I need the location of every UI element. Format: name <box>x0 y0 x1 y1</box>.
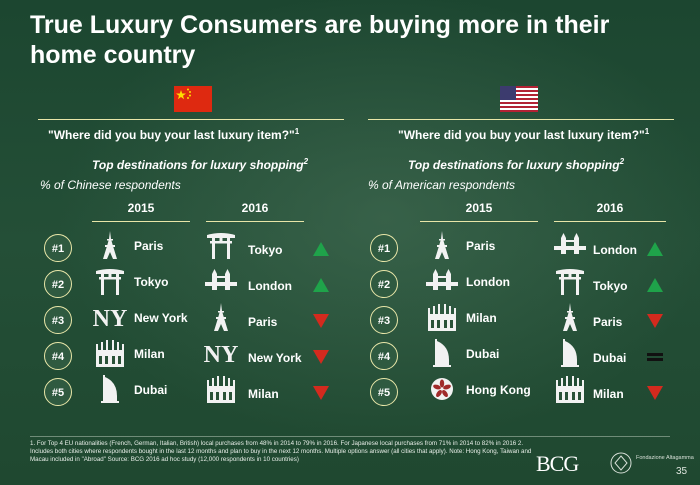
right-2015-city: Hong Kong <box>466 383 531 397</box>
left-year-2015: 2015 <box>127 201 155 215</box>
left-2015-city: Dubai <box>134 383 168 397</box>
hong-kong-flower-icon <box>425 374 459 404</box>
svg-text:NY: NY <box>204 342 238 368</box>
eiffel-tower-icon <box>553 302 587 332</box>
left-question: "Where did you buy your last luxury item… <box>48 127 300 142</box>
burj-al-arab-icon <box>425 338 459 368</box>
trend-up-icon <box>646 277 664 293</box>
eiffel-tower-icon <box>204 302 238 332</box>
trend-down-icon <box>646 313 664 329</box>
trend-equal-icon <box>646 349 664 365</box>
left-2016-city: London <box>248 279 292 293</box>
right-2016-city: London <box>593 243 637 257</box>
milan-cathedral-icon <box>553 374 587 404</box>
new-york-yankees-icon: NY <box>204 338 238 368</box>
page-number: 35 <box>676 466 688 477</box>
left-2015-city: Tokyo <box>134 275 169 289</box>
svg-text:NY: NY <box>93 306 127 332</box>
right-rank-badge: #5 <box>370 378 398 406</box>
trend-down-icon <box>312 349 330 365</box>
left-2016-city: Paris <box>248 315 278 329</box>
right-subtitle: Top destinations for luxury shopping2 <box>408 157 625 172</box>
altagamma-logo-icon <box>610 452 632 474</box>
tower-bridge-icon <box>204 266 238 296</box>
usa-flag-icon <box>500 86 538 112</box>
trend-up-icon <box>646 241 664 257</box>
left-year-2015-underline <box>92 221 190 222</box>
trend-down-icon <box>312 385 330 401</box>
right-respondents-label: % of American respondents <box>368 178 515 192</box>
eiffel-tower-icon <box>425 230 459 260</box>
left-2015-city: Paris <box>134 239 164 253</box>
right-question: "Where did you buy your last luxury item… <box>398 127 650 142</box>
burj-al-arab-icon <box>93 374 127 404</box>
milan-cathedral-icon <box>204 374 238 404</box>
left-rank-badge: #2 <box>44 270 72 298</box>
right-2015-city: London <box>466 275 510 289</box>
left-rank-badge: #3 <box>44 306 72 334</box>
left-year-2016: 2016 <box>241 201 269 215</box>
left-rank-badge: #5 <box>44 378 72 406</box>
new-york-yankees-icon: NY <box>93 302 127 332</box>
right-rank-badge: #1 <box>370 234 398 262</box>
china-flag-icon <box>174 86 212 112</box>
left-rank-badge: #1 <box>44 234 72 262</box>
footnote: 1. For Top 4 EU nationalities (French, G… <box>30 440 532 463</box>
right-year-2016: 2016 <box>596 201 624 215</box>
left-subtitle: Top destinations for luxury shopping2 <box>92 157 309 172</box>
torii-gate-icon <box>204 230 238 260</box>
right-2015-city: Dubai <box>466 347 500 361</box>
right-2015-city: Milan <box>466 311 497 325</box>
milan-cathedral-icon <box>93 338 127 368</box>
right-2016-city: Milan <box>593 387 624 401</box>
trend-up-icon <box>312 277 330 293</box>
left-2016-city: Milan <box>248 387 279 401</box>
tower-bridge-icon <box>425 266 459 296</box>
burj-al-arab-icon <box>553 338 587 368</box>
left-divider <box>38 119 344 120</box>
right-2016-city: Dubai <box>593 351 627 365</box>
left-2016-city: Tokyo <box>248 243 283 257</box>
trend-down-icon <box>312 313 330 329</box>
right-2016-city: Tokyo <box>593 279 628 293</box>
trend-up-icon <box>312 241 330 257</box>
right-2015-city: Paris <box>466 239 496 253</box>
bcg-logo: BCG <box>536 451 579 476</box>
left-2015-city: Milan <box>134 347 165 361</box>
milan-cathedral-icon <box>425 302 459 332</box>
torii-gate-icon <box>93 266 127 296</box>
altagamma-logo-text: Fondazione Altagamma <box>636 455 694 461</box>
right-year-2015: 2015 <box>465 201 493 215</box>
trend-down-icon <box>646 385 664 401</box>
right-year-2016-underline <box>554 221 666 222</box>
torii-gate-icon <box>553 266 587 296</box>
right-year-2015-underline <box>420 221 538 222</box>
left-year-2016-underline <box>206 221 304 222</box>
left-rank-badge: #4 <box>44 342 72 370</box>
eiffel-tower-icon <box>93 230 127 260</box>
footer-divider <box>30 436 670 437</box>
right-rank-badge: #4 <box>370 342 398 370</box>
tower-bridge-icon <box>553 230 587 260</box>
right-2016-city: Paris <box>593 315 623 329</box>
right-divider <box>368 119 674 120</box>
left-2015-city: New York <box>134 311 188 325</box>
left-respondents-label: % of Chinese respondents <box>40 178 181 192</box>
right-rank-badge: #3 <box>370 306 398 334</box>
page-title: True Luxury Consumers are buying more in… <box>30 11 610 69</box>
right-rank-badge: #2 <box>370 270 398 298</box>
left-2016-city: New York <box>248 351 302 365</box>
